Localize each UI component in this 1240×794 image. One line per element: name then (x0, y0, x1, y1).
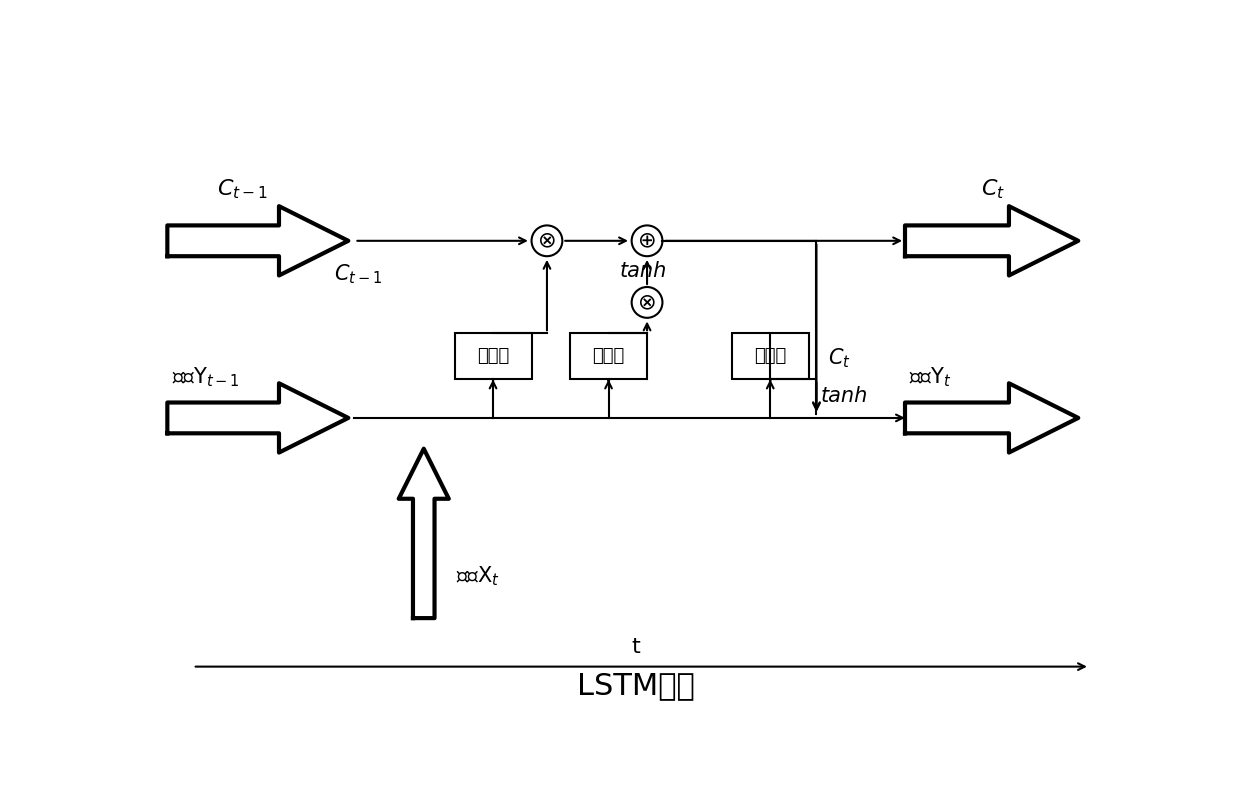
Text: C$_{t-1}$: C$_{t-1}$ (217, 177, 269, 201)
Bar (455, 333, 532, 380)
Text: C$_{t-1}$: C$_{t-1}$ (334, 262, 382, 286)
Text: 输入X$_t$: 输入X$_t$ (456, 564, 500, 588)
Text: 输出Y$_t$: 输出Y$_t$ (909, 365, 951, 388)
Text: LSTM结构: LSTM结构 (577, 672, 694, 700)
Bar (732, 333, 808, 380)
Text: 遗忘门: 遗忘门 (477, 347, 510, 365)
Text: 输出门: 输出门 (754, 347, 786, 365)
Text: t: t (631, 637, 640, 657)
Text: ⊕: ⊕ (637, 231, 656, 251)
Text: tanh: tanh (620, 261, 667, 281)
Text: ⊗: ⊗ (637, 292, 656, 312)
Bar (570, 333, 647, 380)
Text: C$_t$: C$_t$ (828, 346, 851, 370)
Text: tanh: tanh (821, 386, 868, 406)
Text: 输出Y$_{t-1}$: 输出Y$_{t-1}$ (172, 365, 239, 388)
Text: C$_t$: C$_t$ (981, 177, 1006, 201)
Text: ⊗: ⊗ (538, 231, 557, 251)
Text: 输入门: 输入门 (593, 347, 625, 365)
